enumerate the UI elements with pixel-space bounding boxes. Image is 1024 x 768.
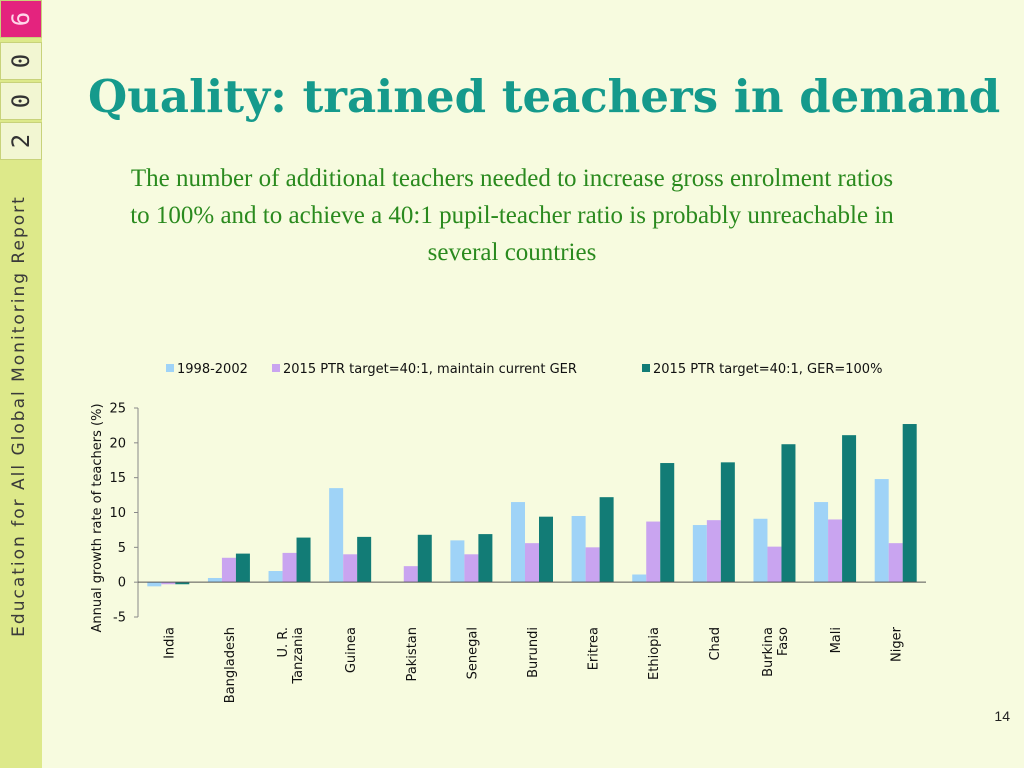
bar (296, 537, 311, 583)
legend-label: 1998-2002 (177, 362, 248, 377)
bar (343, 554, 358, 583)
bar (478, 534, 493, 583)
y-tick-label: 20 (109, 436, 126, 451)
year-digit-box: 0 (0, 42, 42, 80)
y-tick-label: 15 (109, 471, 126, 486)
bar (842, 435, 857, 583)
legend-label: 2015 PTR target=40:1, GER=100% (653, 362, 882, 377)
x-tick-label: Chad (708, 627, 723, 661)
bar (357, 536, 372, 583)
x-tick-label: India (162, 627, 177, 659)
bar (706, 520, 721, 583)
x-tick-label: Burundi (526, 627, 541, 678)
y-tick-label: 25 (109, 402, 126, 417)
x-tick-label: Ethiopia (647, 627, 662, 680)
bar (632, 574, 647, 583)
bar (268, 571, 283, 583)
y-tick-label: 10 (109, 506, 126, 521)
bar (539, 516, 553, 583)
x-tick-label: Bangladesh (223, 627, 238, 703)
bar (720, 462, 735, 583)
bar (646, 521, 661, 583)
y-tick-label: -5 (113, 611, 126, 626)
bar (874, 479, 889, 583)
x-tick-label: Niger (890, 626, 905, 662)
bar (147, 582, 162, 587)
bar (282, 552, 297, 583)
legend-swatch (642, 364, 650, 372)
y-tick-label: 0 (118, 576, 126, 591)
bar (235, 553, 250, 583)
legend-swatch (166, 364, 174, 372)
bar (753, 518, 768, 583)
bar (571, 515, 586, 583)
x-tick-label: Eritrea (587, 627, 602, 670)
year-digit-box: 2 (0, 122, 42, 160)
bar (464, 554, 479, 583)
x-tick-label: BurkinaFaso (761, 627, 791, 677)
x-tick-label: Pakistan (405, 627, 420, 681)
bar (450, 540, 465, 583)
bar (660, 463, 675, 583)
bar (814, 502, 829, 583)
bar (888, 543, 903, 583)
bar (767, 546, 782, 583)
bar (599, 497, 614, 583)
bar (417, 534, 432, 583)
year-digit-box: 6 (0, 0, 42, 38)
sidebar: 6 0 0 2 Education for All Global Monitor… (0, 0, 42, 768)
bar (175, 582, 190, 585)
bar (403, 566, 418, 583)
slide-title: Quality: trained teachers in demand (88, 70, 1001, 123)
bar (585, 547, 600, 583)
bar (511, 502, 525, 583)
page-number: 14 (994, 708, 1010, 724)
year-digit-box: 0 (0, 82, 42, 120)
legend-swatch (272, 364, 280, 372)
x-tick-label: U. R.Tanzania (276, 627, 306, 685)
bar (525, 543, 539, 583)
bar (781, 444, 796, 583)
legend-label: 2015 PTR target=40:1, maintain current G… (283, 362, 577, 377)
x-tick-label: Senegal (465, 627, 480, 679)
x-tick-label: Guinea (344, 627, 359, 673)
bar (828, 519, 843, 583)
y-axis-label: Annual growth rate of teachers (%) (90, 403, 105, 632)
slide-subtitle: The number of additional teachers needed… (130, 165, 894, 266)
y-tick-label: 5 (118, 541, 126, 556)
bar (207, 577, 222, 583)
bar (161, 582, 176, 585)
bar (692, 525, 707, 583)
bar (221, 557, 236, 583)
bar (902, 424, 917, 583)
bar (329, 488, 344, 583)
x-tick-label: Mali (829, 627, 844, 653)
